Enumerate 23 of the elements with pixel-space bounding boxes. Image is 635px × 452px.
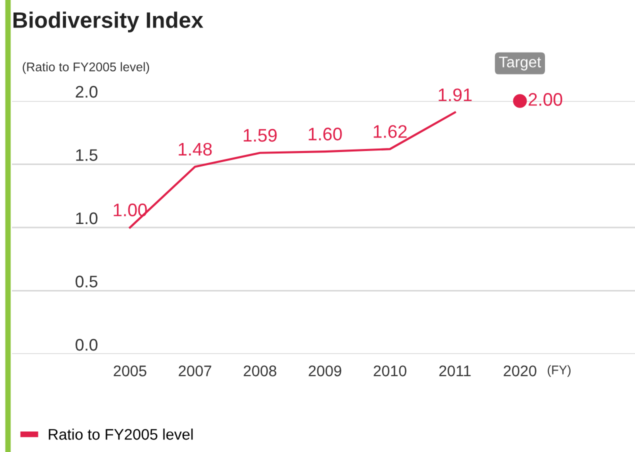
x-tick-label: 2020	[504, 366, 536, 376]
y-tick-label: 0.0	[76, 338, 98, 351]
annotation: Target	[499, 56, 542, 70]
x-axis-title: (FY)	[548, 365, 571, 377]
data-label: 1.62	[374, 125, 407, 138]
x-tick-label: 2010	[374, 366, 406, 376]
y-tick-label: 2.0	[76, 86, 98, 98]
y-axis-title: (Ratio to FY2005 level)	[22, 62, 150, 74]
x-tick-label: 2005	[114, 366, 146, 376]
x-tick-label: 2009	[308, 366, 342, 376]
data-label: 1.59	[244, 128, 277, 142]
y-tick-label: 1.0	[76, 212, 98, 224]
x-tick-label: 2008	[244, 366, 276, 376]
x-tick-label: 2007	[178, 366, 212, 376]
y-tick-label: 1.5	[76, 149, 98, 161]
legend-label: Ratio to FY2005 level	[48, 428, 193, 440]
y-tick-label: 0.5	[76, 276, 98, 288]
data-label: 1.60	[308, 128, 342, 140]
x-tick-label: 2011	[439, 366, 471, 376]
data-label: 1.91	[438, 88, 472, 102]
chart-title: Biodiversity Index	[13, 12, 204, 32]
data-label: 2.00	[528, 93, 562, 106]
data-label: 1.48	[178, 142, 212, 156]
